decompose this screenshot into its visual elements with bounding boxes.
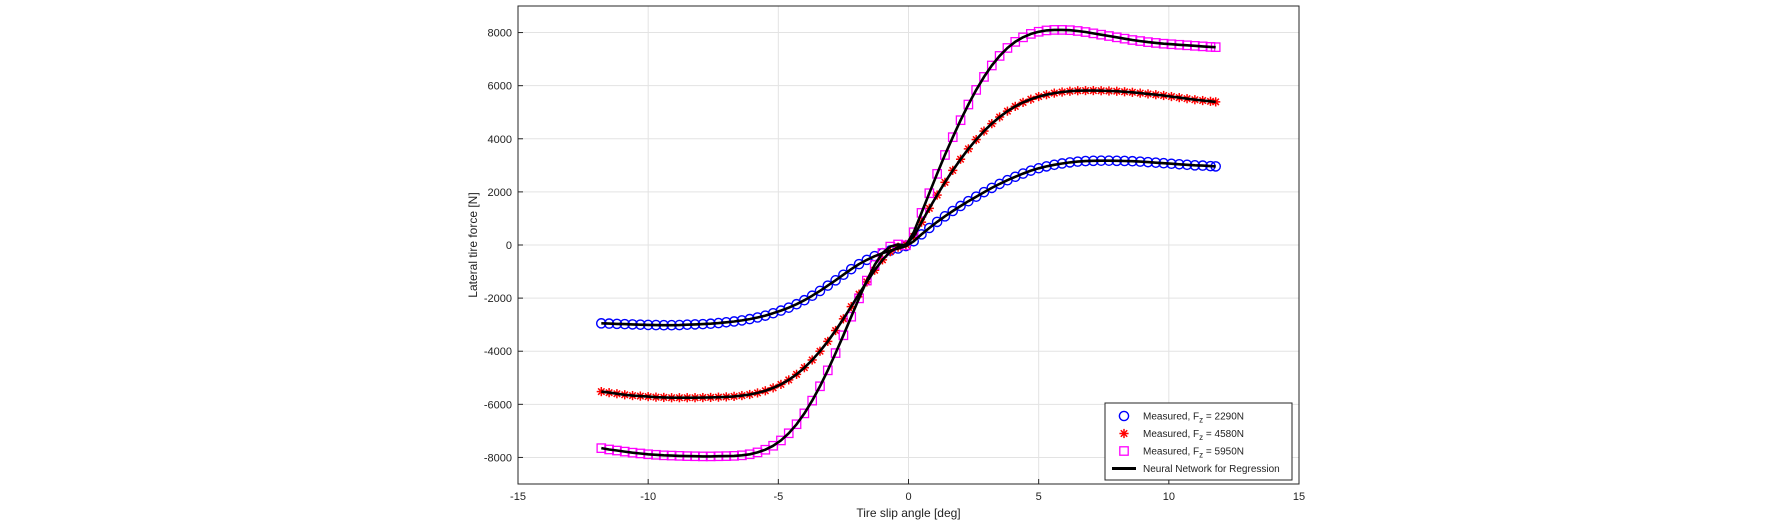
data-point (853, 258, 865, 270)
data-point (939, 211, 951, 222)
y-tick-label: -8000 (484, 452, 512, 464)
data-point (830, 348, 841, 358)
regression-line (601, 159, 1216, 327)
data-point (924, 222, 935, 234)
legend-entry: Measured, Fz = 4580N (1143, 429, 1244, 442)
x-tick-label: 10 (1163, 491, 1175, 503)
data-point (838, 269, 849, 281)
data-point (791, 419, 802, 430)
data-point (807, 395, 818, 406)
data-point (955, 115, 966, 126)
grid (517, 6, 1300, 484)
plot-area (596, 25, 1221, 462)
data-point (955, 200, 966, 212)
data-point (814, 285, 826, 297)
x-tick-label: -10 (640, 491, 656, 503)
data-point (916, 229, 927, 240)
data-point (806, 290, 818, 302)
legend-marker (1119, 446, 1129, 456)
x-axis-label: Tire slip angle [deg] (856, 506, 960, 520)
data-point (838, 330, 849, 341)
y-tick-label: 8000 (488, 28, 512, 40)
data-point (970, 191, 982, 202)
data-point (1002, 43, 1013, 53)
y-tick-label: 4000 (488, 134, 512, 146)
data-point (986, 60, 997, 71)
data-point (940, 150, 950, 160)
legend-box (1104, 402, 1293, 481)
data-point (822, 280, 834, 291)
legend-entry: Neural Network for Regression (1143, 464, 1280, 475)
data-point (783, 428, 794, 439)
data-point (1025, 165, 1037, 176)
y-tick-label: 6000 (488, 81, 512, 93)
data-point (947, 132, 958, 143)
legend-entry: Measured, Fz = 5950N (1143, 447, 1244, 460)
data-point (924, 188, 935, 199)
legend: Measured, Fz = 2290N Measured, Fz = 4580N… (1104, 402, 1293, 481)
data-point (822, 365, 833, 376)
x-tick-label: -5 (773, 491, 783, 503)
data-point (931, 216, 943, 228)
data-point (971, 85, 982, 95)
data-point (846, 311, 857, 322)
y-tick-label: 2000 (488, 187, 512, 199)
x-tick-label: 15 (1293, 491, 1305, 503)
y-tick-label: -6000 (484, 399, 512, 411)
legend-marker (1119, 428, 1129, 439)
data-point (815, 381, 825, 392)
data-point (963, 99, 974, 110)
axis-ticks: -15 -10 -5 0 5 10 15 -8000 -6000 -4000 -2000 0 2000 4… (484, 28, 1305, 503)
y-tick-label: -4000 (484, 346, 512, 358)
data-point (932, 168, 942, 179)
regression-line (601, 28, 1216, 458)
data-point (861, 275, 872, 286)
data-point (768, 440, 778, 451)
data-point (947, 205, 959, 217)
data-point (845, 263, 857, 275)
x-tick-label: 5 (1036, 491, 1042, 503)
data-point (830, 275, 841, 286)
star-stroke (1120, 429, 1128, 438)
data-point (978, 186, 990, 198)
x-tick-label: -15 (510, 491, 526, 503)
data-point (994, 51, 1005, 61)
y-axis-label: Lateral tire force [N] (466, 192, 480, 297)
legend-marker (1118, 410, 1130, 422)
x-tick-label: 0 (905, 491, 911, 503)
data-point (979, 72, 989, 82)
legend-entry: Measured, Fz = 2290N (1143, 412, 1244, 425)
y-tick-label: -2000 (484, 293, 512, 305)
data-point (963, 195, 974, 207)
y-tick-label: 0 (506, 240, 512, 252)
data-point (799, 408, 810, 419)
data-point (776, 435, 786, 446)
data-point (799, 294, 810, 306)
